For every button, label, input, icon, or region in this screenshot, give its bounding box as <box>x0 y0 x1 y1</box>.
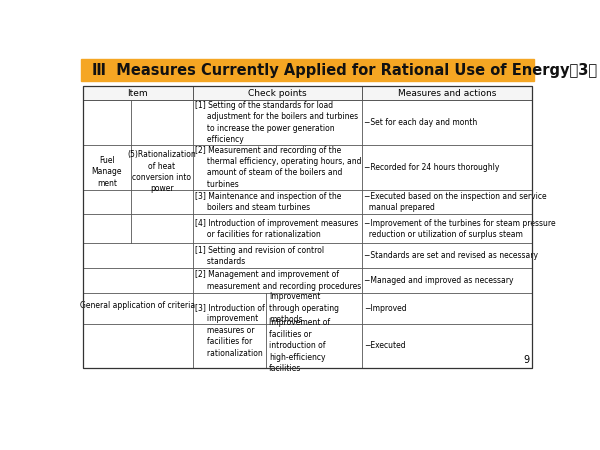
Text: Fuel
Manage
ment: Fuel Manage ment <box>92 156 122 188</box>
Text: Check points: Check points <box>248 89 307 98</box>
Text: [1] Setting and revision of control
     standards: [1] Setting and revision of control stan… <box>195 246 324 266</box>
Text: [1] Setting of the standards for load
     adjustment for the boilers and turbin: [1] Setting of the standards for load ad… <box>195 101 358 144</box>
Text: −Improvement of the turbines for steam pressure
  reduction or utilization of su: −Improvement of the turbines for steam p… <box>364 219 556 239</box>
Text: [2] Management and improvement of
     measurement and recording procedures: [2] Management and improvement of measur… <box>195 270 361 291</box>
Text: [4] Introduction of improvement measures
     or facilities for rationalization: [4] Introduction of improvement measures… <box>195 219 358 239</box>
Text: General application of criteria: General application of criteria <box>80 302 196 310</box>
Text: (5)Rationalization
of heat
conversion into
power: (5)Rationalization of heat conversion in… <box>127 150 196 194</box>
Text: Item: Item <box>127 89 148 98</box>
Text: −Executed: −Executed <box>364 342 406 351</box>
Text: −Improved: −Improved <box>364 304 407 313</box>
Text: [3] Maintenance and inspection of the
     boilers and steam turbines: [3] Maintenance and inspection of the bo… <box>195 192 341 212</box>
Text: −Standards are set and revised as necessary: −Standards are set and revised as necess… <box>364 251 538 260</box>
Bar <box>83 86 532 100</box>
Text: 9: 9 <box>524 355 530 365</box>
Text: Improvement
through operating
methods: Improvement through operating methods <box>269 292 339 324</box>
Text: −Set for each day and month: −Set for each day and month <box>364 118 478 127</box>
Text: −Managed and improved as necessary: −Managed and improved as necessary <box>364 276 514 285</box>
Text: Ⅲ  Measures Currently Applied for Rational Use of Energy（3）: Ⅲ Measures Currently Applied for Rationa… <box>92 63 597 78</box>
Text: Improvement of
facilities or
introduction of
high-efficiency
facilities: Improvement of facilities or introductio… <box>269 319 330 373</box>
Text: −Executed based on the inspection and service
  manual prepared: −Executed based on the inspection and se… <box>364 192 547 212</box>
Text: [3] Introduction of
     improvement
     measures or
     facilities for
     r: [3] Introduction of improvement measures… <box>195 303 265 358</box>
Text: [2] Measurement and recording of the
     thermal efficiency, operating hours, a: [2] Measurement and recording of the the… <box>195 145 362 189</box>
Text: −Recorded for 24 hours thoroughly: −Recorded for 24 hours thoroughly <box>364 163 499 172</box>
Bar <box>83 86 532 368</box>
Text: Measures and actions: Measures and actions <box>398 89 496 98</box>
Bar <box>81 59 534 81</box>
